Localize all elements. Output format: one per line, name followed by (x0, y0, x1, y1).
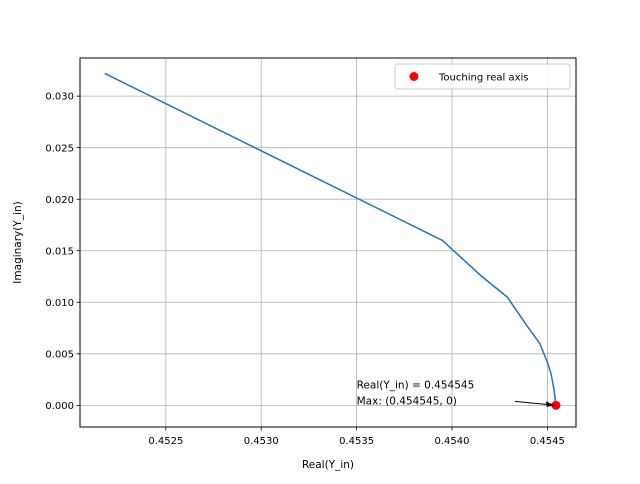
annotation-arrow-line (514, 400, 552, 406)
x-tick-label: 0.4530 (244, 436, 279, 447)
y-tick-label: 0.005 (45, 349, 74, 360)
plot-frame (79, 57, 577, 428)
touch-point-marker (551, 400, 561, 410)
y-tick-label: 0.000 (45, 401, 74, 412)
x-tick-label: 0.4540 (435, 436, 470, 447)
series-layer (104, 72, 557, 406)
points-layer (551, 400, 561, 410)
plot-area (80, 58, 576, 427)
x-tick-label: 0.4525 (148, 436, 183, 447)
y-tick-label: 0.015 (45, 246, 74, 257)
y-axis-label: Imaginary(Y_in) (12, 201, 24, 283)
legend-box (394, 63, 571, 90)
y-tick-label: 0.025 (45, 143, 74, 154)
y-tick-label: 0.010 (45, 298, 74, 309)
ticks: 0.4525 0.4530 0.4535 0.4540 0.4545 0.000 0.005… (45, 92, 565, 447)
y-tick-label: 0.020 (45, 195, 74, 206)
x-tick-label: 0.4535 (339, 436, 374, 447)
legend-marker (409, 72, 419, 81)
x-tick-label: 0.4545 (530, 436, 565, 447)
annotation: Real(Y_in) = 0.454545 Max: (0.454545, 0) (357, 379, 555, 407)
annotation-arrow-head (545, 401, 555, 407)
series-line (104, 72, 557, 406)
annotation-line2: Max: (0.454545, 0) (357, 395, 457, 407)
x-axis-label: Real(Y_in) (302, 459, 354, 471)
legend: Touching real axis (394, 63, 571, 90)
grid (80, 58, 576, 427)
legend-label: Touching real axis (438, 73, 529, 84)
annotation-line1: Real(Y_in) = 0.454545 (357, 379, 475, 391)
y-tick-label: 0.030 (45, 92, 74, 103)
